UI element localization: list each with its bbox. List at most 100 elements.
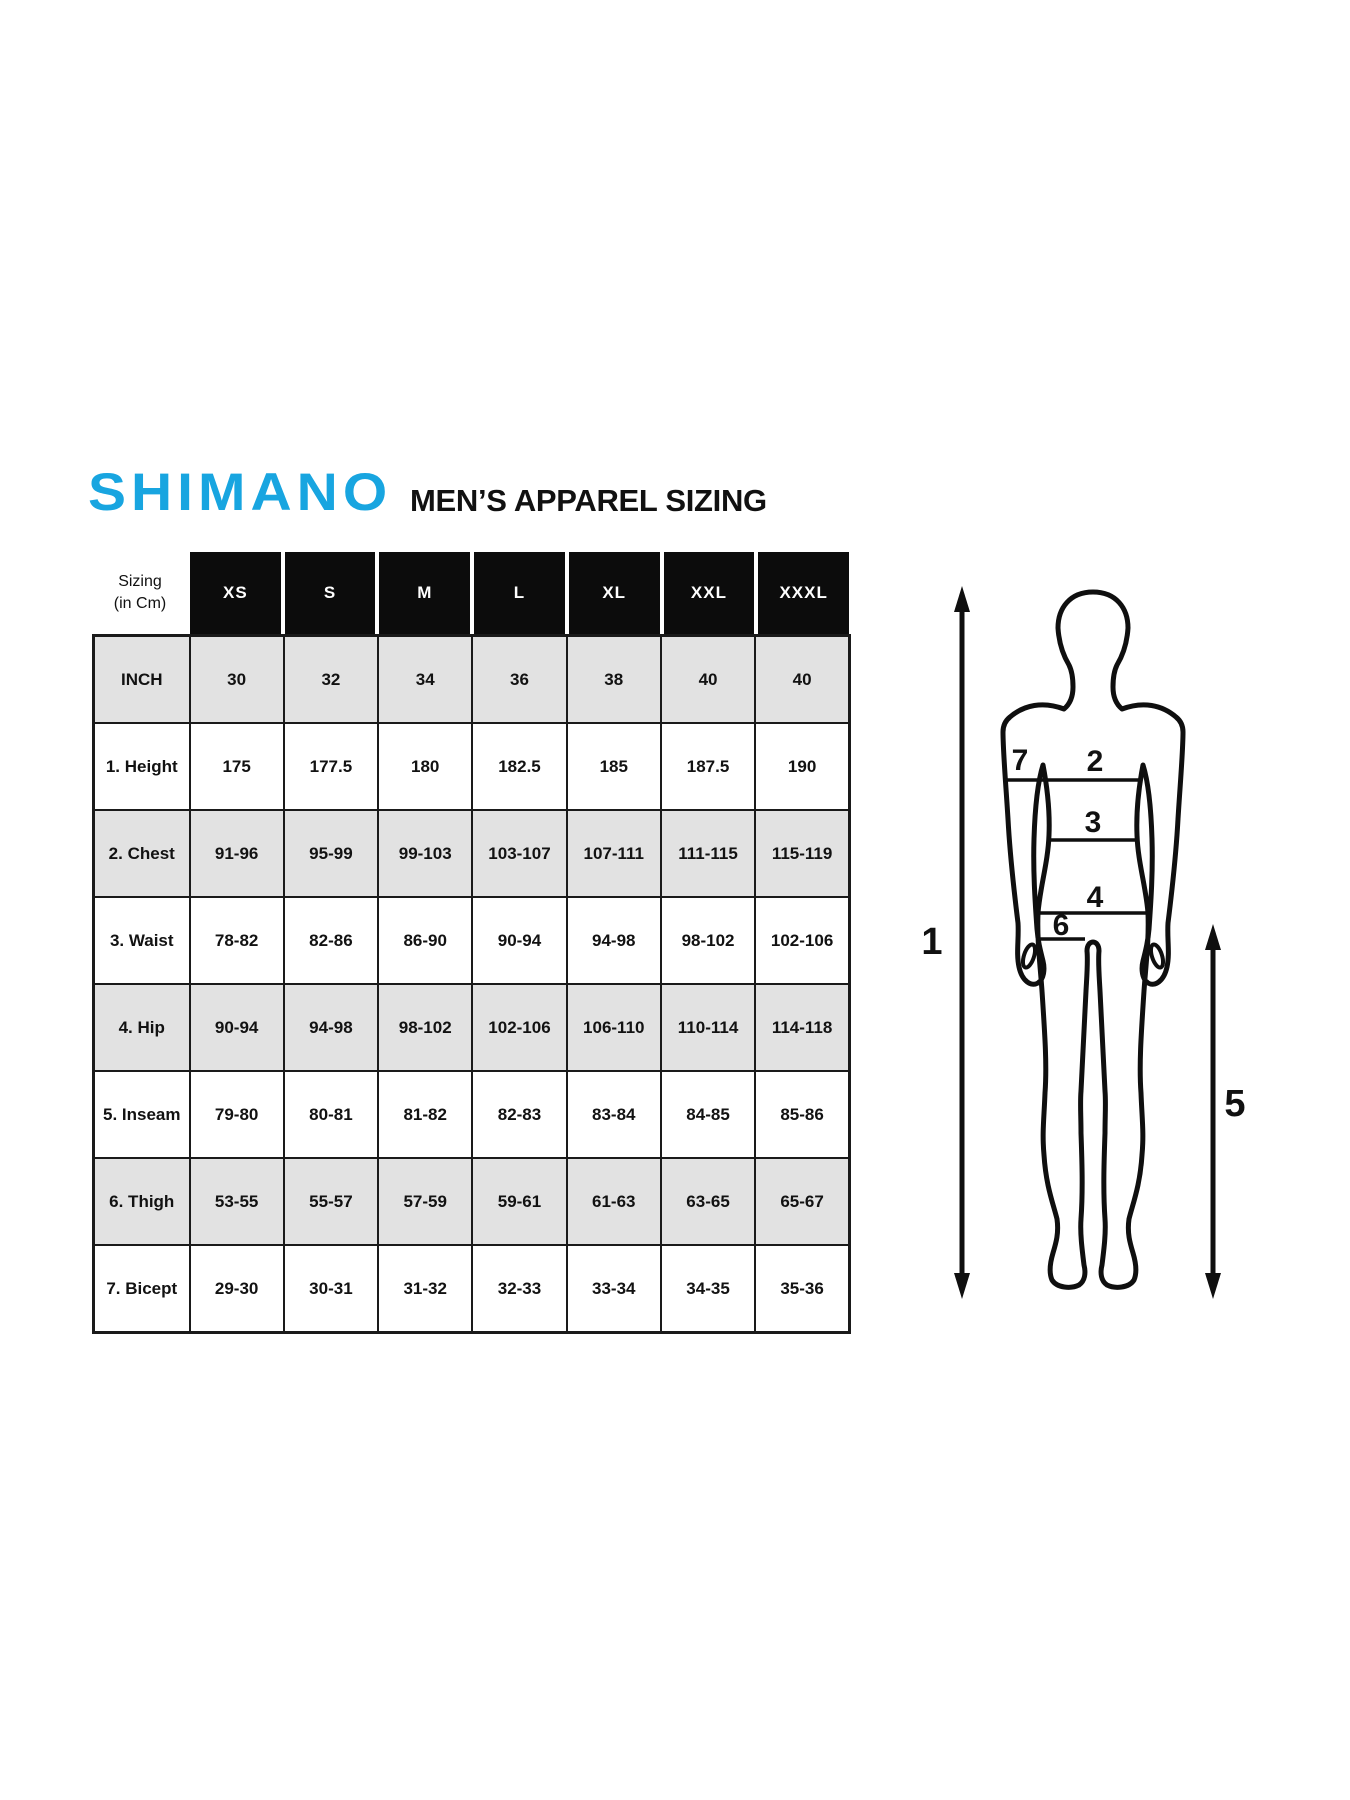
- size-table-header: Sizing (in Cm) XS S M L XL XXL XXXL: [92, 552, 851, 634]
- size-header-l: L: [472, 552, 567, 634]
- table-cell: 32: [282, 634, 380, 724]
- row-label: INCH: [92, 634, 191, 724]
- table-row-inseam: 5. Inseam 79-80 80-81 81-82 82-83 83-84 …: [92, 1070, 851, 1159]
- table-cell: 90-94: [188, 983, 285, 1072]
- table-cell: 99-103: [377, 809, 474, 898]
- table-cell: 34: [377, 634, 474, 724]
- size-header-xxl: XXL: [661, 552, 757, 634]
- corner-line1: Sizing: [118, 573, 162, 591]
- table-row-height: 1. Height 175 177.5 180 182.5 185 187.5 …: [92, 722, 851, 811]
- inseam-arrowhead-top: [1205, 924, 1221, 950]
- table-cell: 30-31: [282, 1244, 380, 1334]
- table-cell: 61-63: [565, 1157, 662, 1246]
- table-cell: 110-114: [659, 983, 757, 1072]
- table-cell: 86-90: [377, 896, 474, 985]
- table-cell: 84-85: [659, 1070, 757, 1159]
- table-row-thigh: 6. Thigh 53-55 55-57 57-59 59-61 61-63 6…: [92, 1157, 851, 1246]
- table-cell: 63-65: [659, 1157, 757, 1246]
- table-cell: 35-36: [754, 1244, 851, 1334]
- table-cell: 114-118: [754, 983, 851, 1072]
- row-label: 3. Waist: [92, 896, 191, 985]
- label-inseam: 5: [1224, 1083, 1245, 1125]
- label-thigh: 6: [1053, 909, 1070, 942]
- table-cell: 175: [188, 722, 285, 811]
- shimano-logo: SHIMANO: [88, 462, 393, 522]
- table-cell: 81-82: [377, 1070, 474, 1159]
- label-bicep: 7: [1012, 744, 1029, 777]
- table-cell: 36: [471, 634, 568, 724]
- corner-line2: (in Cm): [113, 595, 167, 612]
- size-header-xxxl: XXXL: [756, 552, 851, 634]
- body-measurement-diagram: 1 7 2 3 4 6 5: [921, 586, 1246, 1299]
- row-label: 1. Height: [92, 722, 191, 811]
- left-thumb-outline: [1020, 942, 1038, 970]
- size-header-m: M: [377, 552, 473, 634]
- row-label: 2. Chest: [92, 809, 191, 898]
- size-header-s: S: [282, 552, 378, 634]
- table-cell: 55-57: [282, 1157, 380, 1246]
- label-hip: 4: [1087, 881, 1104, 914]
- table-cell: 59-61: [471, 1157, 568, 1246]
- size-header-xs: XS: [188, 552, 283, 634]
- label-chest: 2: [1087, 745, 1104, 778]
- inseam-arrowhead-bottom: [1205, 1273, 1221, 1299]
- table-cell: 91-96: [188, 809, 285, 898]
- table-cell: 90-94: [471, 896, 568, 985]
- table-cell: 79-80: [188, 1070, 285, 1159]
- height-arrowhead-top: [954, 586, 970, 612]
- row-label: 5. Inseam: [92, 1070, 191, 1159]
- size-header-xl: XL: [566, 552, 662, 634]
- table-cell: 40: [754, 634, 851, 724]
- table-cell: 190: [754, 722, 851, 811]
- label-waist: 3: [1085, 806, 1102, 839]
- table-cell: 33-34: [565, 1244, 662, 1334]
- table-cell: 32-33: [471, 1244, 568, 1334]
- corner-cell: Sizing (in Cm): [92, 552, 188, 634]
- male-body-outline-figure: [1000, 589, 1186, 1290]
- table-cell: 80-81: [282, 1070, 380, 1159]
- table-row-bicept: 7. Bicept 29-30 30-31 31-32 32-33 33-34 …: [92, 1244, 851, 1334]
- table-cell: 38: [565, 634, 662, 724]
- table-cell: 29-30: [188, 1244, 285, 1334]
- table-cell: 94-98: [565, 896, 662, 985]
- table-cell: 85-86: [754, 1070, 851, 1159]
- row-label: 7. Bicept: [92, 1244, 191, 1334]
- table-cell: 107-111: [565, 809, 662, 898]
- table-cell: 106-110: [565, 983, 662, 1072]
- table-cell: 177.5: [282, 722, 380, 811]
- label-height: 1: [921, 921, 942, 963]
- table-cell: 187.5: [659, 722, 757, 811]
- table-row-inch: INCH 30 32 34 36 38 40 40: [92, 634, 851, 724]
- table-cell: 95-99: [282, 809, 380, 898]
- table-cell: 83-84: [565, 1070, 662, 1159]
- table-cell: 57-59: [377, 1157, 474, 1246]
- table-cell: 30: [188, 634, 285, 724]
- table-cell: 102-106: [754, 896, 851, 985]
- table-cell: 185: [565, 722, 662, 811]
- table-cell: 182.5: [471, 722, 568, 811]
- table-cell: 98-102: [659, 896, 757, 985]
- right-thumb-outline: [1148, 942, 1166, 970]
- size-table: INCH 30 32 34 36 38 40 40 1. Height 175 …: [92, 634, 851, 1334]
- table-row-waist: 3. Waist 78-82 82-86 86-90 90-94 94-98 9…: [92, 896, 851, 985]
- table-cell: 34-35: [659, 1244, 757, 1334]
- table-row-hip: 4. Hip 90-94 94-98 98-102 102-106 106-11…: [92, 983, 851, 1072]
- table-cell: 82-86: [282, 896, 380, 985]
- table-cell: 31-32: [377, 1244, 474, 1334]
- height-arrowhead-bottom: [954, 1273, 970, 1299]
- table-cell: 82-83: [471, 1070, 568, 1159]
- table-cell: 115-119: [754, 809, 851, 898]
- table-cell: 40: [659, 634, 757, 724]
- table-cell: 65-67: [754, 1157, 851, 1246]
- table-cell: 102-106: [471, 983, 568, 1072]
- table-cell: 98-102: [377, 983, 474, 1072]
- table-cell: 180: [377, 722, 474, 811]
- table-cell: 53-55: [188, 1157, 285, 1246]
- table-cell: 78-82: [188, 896, 285, 985]
- row-label: 6. Thigh: [92, 1157, 191, 1246]
- row-label: 4. Hip: [92, 983, 191, 1072]
- table-cell: 111-115: [659, 809, 757, 898]
- page-title: MEN’S APPAREL SIZING: [410, 483, 767, 518]
- table-cell: 94-98: [282, 983, 380, 1072]
